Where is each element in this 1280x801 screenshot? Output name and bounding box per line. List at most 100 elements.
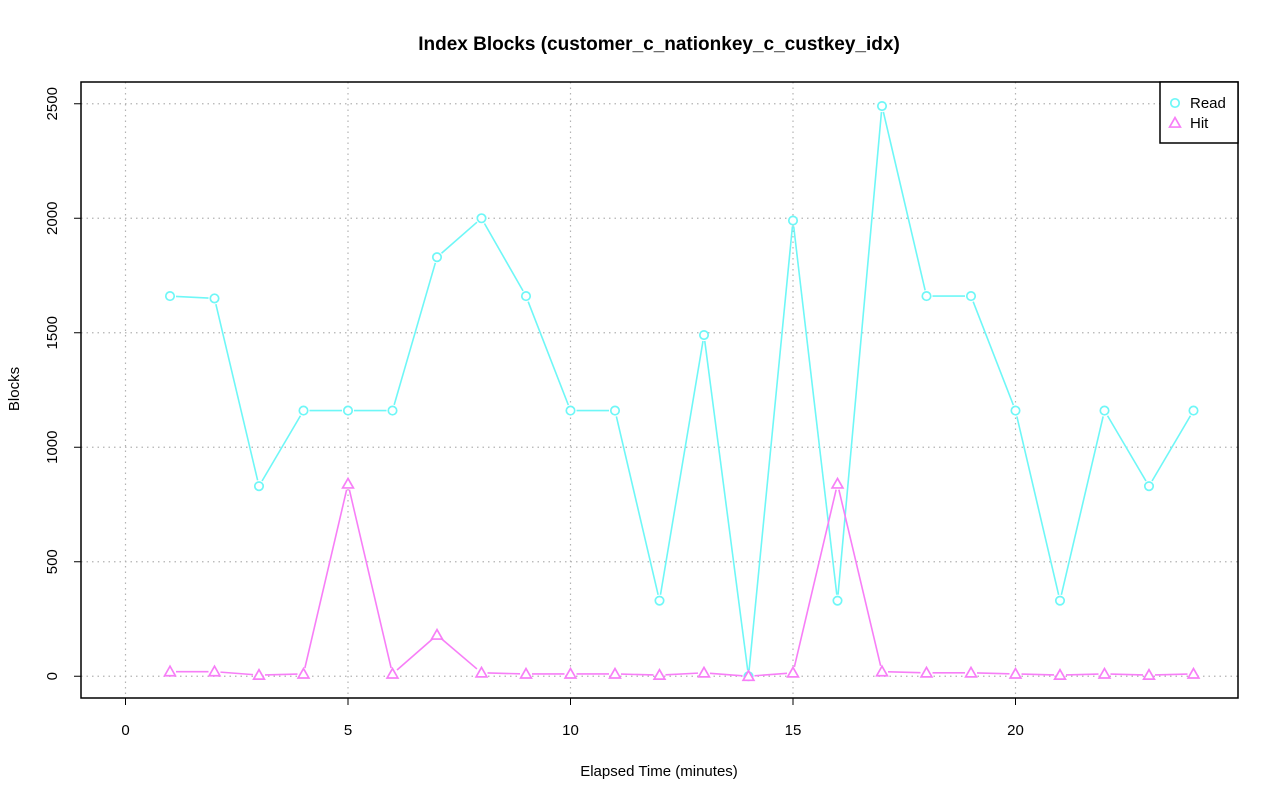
- y-tick-label: 1500: [44, 316, 61, 349]
- series-line-segment-read: [215, 304, 259, 481]
- series-line-segment-hit: [1065, 673, 1099, 676]
- series-line-segment-hit: [887, 671, 921, 674]
- point-read: [164, 291, 176, 302]
- point-hit: [296, 666, 311, 679]
- series-line-segment-hit: [264, 673, 298, 676]
- legend-label-read: Read: [1190, 95, 1226, 112]
- point-read: [387, 405, 398, 416]
- series-line-segment-read: [882, 111, 926, 291]
- series-line-segment-read: [659, 340, 704, 595]
- point-hit: [1008, 666, 1023, 679]
- series-line-segment-read: [972, 301, 1015, 406]
- series-line-segment-read: [1151, 415, 1192, 482]
- y-tick-label: 1000: [44, 431, 61, 464]
- point-read: [654, 595, 665, 606]
- y-tick-label: 500: [44, 549, 61, 574]
- point-hit: [786, 665, 800, 678]
- y-axis: 0 500 1000 1500 2000 2500: [44, 87, 81, 680]
- point-read: [1099, 405, 1110, 416]
- point-hit: [385, 666, 400, 679]
- legend-marker-hit: [1168, 115, 1182, 128]
- point-read: [1143, 481, 1155, 492]
- series-line-segment-hit: [665, 672, 699, 676]
- series-line-segment-read: [1016, 416, 1060, 596]
- point-read: [876, 100, 888, 112]
- legend-marker-read: [1169, 97, 1181, 109]
- point-read: [565, 405, 576, 416]
- series-line-segment-hit: [793, 489, 837, 668]
- series-layer: [163, 100, 1201, 682]
- point-hit: [563, 666, 578, 679]
- plot-frame: [80, 81, 1239, 699]
- series-line-segment-read: [615, 416, 659, 596]
- y-tick-label: 2500: [44, 87, 61, 120]
- series-line-segment-hit: [754, 672, 788, 677]
- point-hit: [207, 664, 222, 677]
- point-hit: [652, 667, 667, 681]
- point-hit: [341, 476, 355, 489]
- series-line-segment-hit: [1021, 673, 1055, 676]
- point-hit: [430, 627, 444, 640]
- point-read: [787, 215, 799, 226]
- series-line-segment-read: [261, 415, 302, 482]
- point-read: [298, 405, 309, 416]
- series-line-segment-read: [393, 262, 437, 406]
- x-tick-label: 0: [121, 722, 129, 739]
- series-line-segment-hit: [1110, 673, 1144, 676]
- point-hit: [1186, 666, 1201, 679]
- point-read: [921, 291, 932, 302]
- series-line-segment-read: [837, 111, 883, 595]
- point-read: [832, 595, 843, 606]
- series-line-segment-hit: [396, 638, 434, 671]
- point-read: [342, 405, 354, 416]
- series-line-segment-read: [483, 223, 524, 292]
- series-hit: [163, 476, 1201, 682]
- point-hit: [919, 665, 934, 678]
- point-hit: [830, 476, 845, 489]
- point-read: [209, 293, 220, 304]
- series-line-segment-hit: [620, 673, 654, 676]
- series-line-segment-hit: [487, 672, 521, 675]
- legend-box: [1159, 81, 1239, 144]
- series-line-segment-hit: [220, 671, 254, 676]
- legend: Read Hit: [1159, 81, 1239, 144]
- series-line-segment-hit: [348, 489, 392, 669]
- point-hit: [163, 664, 177, 677]
- point-hit: [697, 665, 711, 678]
- x-tick-label: 20: [1007, 722, 1024, 739]
- series-line-segment-hit: [1154, 673, 1188, 676]
- series-line-segment-read: [748, 226, 794, 671]
- point-read: [965, 291, 977, 302]
- x-axis: 0 5 10 15 20: [121, 698, 1024, 739]
- series-line-segment-hit: [441, 638, 478, 670]
- series-line-segment-hit: [976, 672, 1010, 675]
- series-read: [164, 100, 1199, 682]
- series-line-segment-read: [792, 226, 838, 595]
- point-read: [1054, 595, 1066, 606]
- point-read: [1010, 405, 1021, 416]
- x-tick-label: 15: [785, 722, 802, 739]
- point-hit: [875, 664, 889, 677]
- point-hit: [519, 666, 533, 679]
- chart-title: Index Blocks (customer_c_nationkey_c_cus…: [418, 34, 900, 55]
- point-hit: [964, 665, 978, 678]
- series-line-segment-read: [1060, 416, 1104, 596]
- point-read: [1188, 405, 1199, 416]
- point-read: [476, 213, 487, 224]
- y-tick-label: 2000: [44, 202, 61, 235]
- point-hit: [608, 666, 622, 679]
- point-read: [253, 481, 265, 492]
- series-line-segment-hit: [709, 672, 743, 677]
- point-read: [698, 329, 710, 341]
- legend-label-hit: Hit: [1190, 115, 1209, 132]
- point-read: [609, 405, 621, 416]
- series-line-segment-hit: [304, 489, 348, 669]
- series-line-segment-read: [527, 301, 570, 406]
- series-line-segment-hit: [838, 489, 882, 667]
- point-hit: [252, 667, 266, 681]
- x-tick-label: 5: [344, 722, 352, 739]
- series-line-segment-read: [1106, 415, 1147, 482]
- point-hit: [1097, 666, 1112, 679]
- y-tick-label: 0: [44, 672, 61, 680]
